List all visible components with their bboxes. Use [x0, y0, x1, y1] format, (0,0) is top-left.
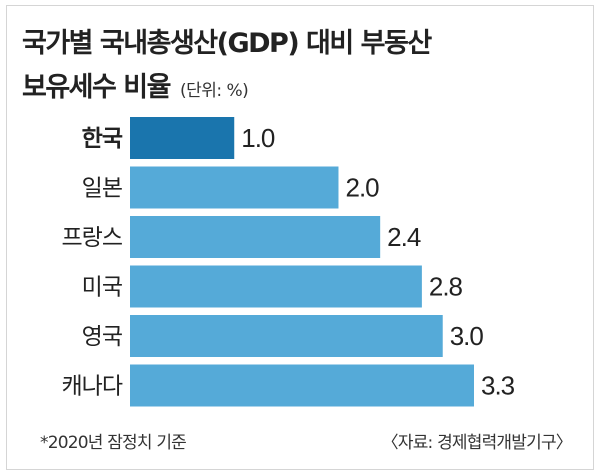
- category-label: 일본: [82, 176, 122, 202]
- value-label: 3.3: [481, 371, 515, 401]
- category-label: 프랑스: [62, 225, 122, 251]
- category-label: 캐나다: [62, 374, 123, 400]
- category-label: 미국: [82, 275, 122, 301]
- category-label: 한국: [82, 126, 123, 152]
- value-label: 3.0: [450, 321, 484, 351]
- footnote: *2020년 잠정치 기준: [40, 433, 187, 453]
- bar: [130, 117, 235, 159]
- bar: [130, 216, 381, 258]
- bar: [130, 166, 339, 209]
- source-note: 〈자료: 경제협력개발기구〉: [381, 433, 573, 453]
- title-line-2-text: 보유세수 비율: [22, 72, 171, 103]
- bar: [130, 265, 422, 308]
- category-label: 영국: [82, 324, 122, 350]
- bar: [130, 364, 474, 407]
- title-line-2: 보유세수 비율 (단위: %): [22, 66, 431, 113]
- title-line-1: 국가별 국내총생산(GDP) 대비 부동산: [22, 28, 432, 59]
- value-label: 2.0: [345, 173, 379, 203]
- chart-title: 국가별 국내총생산(GDP) 대비 부동산 보유세수 비율 (단위: %): [22, 22, 432, 113]
- bar: [130, 315, 443, 357]
- value-label: 2.8: [429, 272, 463, 302]
- value-label: 2.4: [387, 222, 421, 252]
- value-label: 1.0: [241, 123, 275, 153]
- unit-label: (단위: %): [179, 81, 249, 101]
